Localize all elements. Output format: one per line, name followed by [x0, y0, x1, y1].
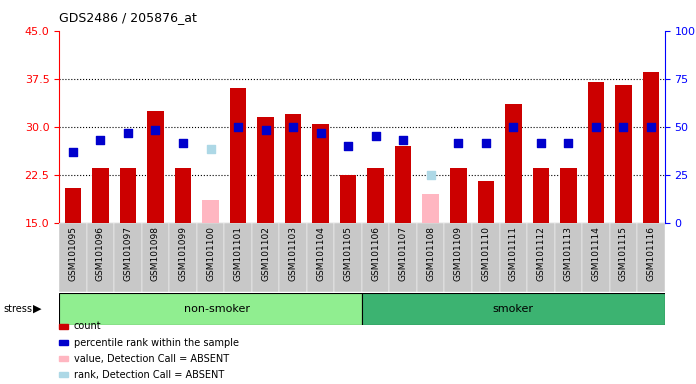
Bar: [114, 223, 142, 292]
Text: GSM101097: GSM101097: [123, 226, 132, 281]
Text: GSM101104: GSM101104: [316, 226, 325, 281]
Point: [315, 130, 326, 136]
Point: [425, 172, 436, 178]
Point: [535, 140, 546, 146]
Text: GSM101096: GSM101096: [96, 226, 105, 281]
Point: [122, 130, 134, 136]
Bar: [587, 82, 604, 223]
Text: GSM101113: GSM101113: [564, 226, 573, 281]
Text: GSM101107: GSM101107: [399, 226, 408, 281]
Bar: [224, 223, 252, 292]
Bar: [307, 223, 334, 292]
Bar: [477, 181, 494, 223]
Point: [590, 124, 601, 130]
Point: [205, 146, 216, 152]
Bar: [395, 146, 411, 223]
Bar: [505, 104, 521, 223]
Point: [68, 149, 79, 156]
Text: GSM101111: GSM101111: [509, 226, 518, 281]
Text: GSM101116: GSM101116: [647, 226, 656, 281]
Bar: [582, 223, 610, 292]
Point: [342, 143, 354, 149]
Bar: [367, 168, 384, 223]
Point: [563, 140, 574, 146]
Text: non-smoker: non-smoker: [184, 304, 251, 314]
Bar: [362, 293, 665, 325]
Point: [645, 124, 656, 130]
Point: [95, 136, 106, 142]
Text: GSM101110: GSM101110: [481, 226, 490, 281]
Text: GSM101101: GSM101101: [234, 226, 243, 281]
Text: GSM101114: GSM101114: [592, 226, 601, 281]
Point: [370, 133, 381, 139]
Text: GSM101100: GSM101100: [206, 226, 215, 281]
Text: GSM101115: GSM101115: [619, 226, 628, 281]
Text: GSM101112: GSM101112: [537, 226, 546, 281]
Bar: [92, 168, 109, 223]
Text: value, Detection Call = ABSENT: value, Detection Call = ABSENT: [74, 354, 229, 364]
Point: [150, 127, 161, 133]
Point: [397, 136, 409, 142]
Point: [480, 140, 491, 146]
Text: count: count: [74, 321, 102, 331]
Bar: [142, 223, 169, 292]
Text: GDS2486 / 205876_at: GDS2486 / 205876_at: [59, 12, 197, 25]
Bar: [120, 168, 136, 223]
Bar: [417, 223, 445, 292]
Text: GSM101103: GSM101103: [289, 226, 298, 281]
Text: GSM101109: GSM101109: [454, 226, 463, 281]
Text: GSM101108: GSM101108: [426, 226, 435, 281]
Bar: [258, 117, 274, 223]
Point: [618, 124, 629, 130]
Bar: [472, 223, 500, 292]
Bar: [59, 223, 87, 292]
Text: GSM101098: GSM101098: [151, 226, 160, 281]
Bar: [285, 114, 301, 223]
Bar: [527, 223, 555, 292]
Text: stress: stress: [3, 304, 33, 314]
Bar: [197, 223, 224, 292]
Bar: [175, 168, 191, 223]
Bar: [230, 88, 246, 223]
Text: GSM101099: GSM101099: [178, 226, 187, 281]
Bar: [87, 223, 114, 292]
Bar: [59, 293, 362, 325]
Text: GSM101095: GSM101095: [68, 226, 77, 281]
Bar: [637, 223, 665, 292]
Bar: [148, 111, 164, 223]
Bar: [279, 223, 307, 292]
Text: GSM101102: GSM101102: [261, 226, 270, 281]
Bar: [615, 85, 632, 223]
Bar: [555, 223, 582, 292]
Bar: [390, 223, 417, 292]
Text: GSM101106: GSM101106: [371, 226, 380, 281]
Text: ▶: ▶: [33, 304, 42, 314]
Point: [507, 124, 519, 130]
Text: percentile rank within the sample: percentile rank within the sample: [74, 338, 239, 348]
Bar: [422, 194, 439, 223]
Bar: [203, 200, 219, 223]
Point: [452, 140, 464, 146]
Point: [232, 124, 244, 130]
Text: GSM101105: GSM101105: [344, 226, 353, 281]
Bar: [532, 168, 549, 223]
Bar: [642, 72, 659, 223]
Bar: [340, 175, 356, 223]
Bar: [169, 223, 197, 292]
Bar: [450, 168, 466, 223]
Bar: [445, 223, 472, 292]
Bar: [362, 223, 390, 292]
Point: [287, 124, 299, 130]
Bar: [610, 223, 637, 292]
Text: rank, Detection Call = ABSENT: rank, Detection Call = ABSENT: [74, 370, 224, 380]
Bar: [500, 223, 527, 292]
Bar: [334, 223, 362, 292]
Bar: [252, 223, 279, 292]
Text: smoker: smoker: [493, 304, 534, 314]
Point: [260, 127, 271, 133]
Bar: [65, 187, 81, 223]
Bar: [560, 168, 576, 223]
Bar: [313, 124, 329, 223]
Point: [177, 140, 189, 146]
